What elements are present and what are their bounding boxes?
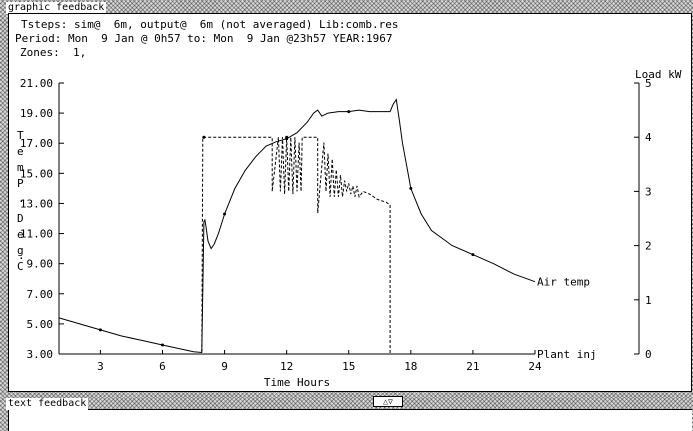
x-tick-label: 21	[466, 360, 479, 373]
right-y-tick-label: 3	[645, 185, 652, 198]
right-y-tick-label: 4	[645, 131, 652, 144]
x-tick-label: 3	[97, 360, 104, 373]
air-temp-marker	[471, 253, 475, 257]
left-y-axis-label-char: T	[17, 129, 24, 142]
left-y-tick-label: 21.00	[20, 77, 53, 90]
plant-inj-marker	[202, 135, 206, 139]
x-tick-label: 24	[528, 360, 542, 373]
right-y-tick-label: 0	[645, 348, 652, 361]
right-y-tick-label: 1	[645, 294, 652, 307]
left-y-tick-label: 7.00	[27, 288, 54, 301]
left-y-axis-label-char: D	[17, 212, 24, 225]
left-y-tick-label: 11.00	[20, 228, 53, 241]
graphic-area: Tsteps: sim@ 6m, output@ 6m (not average…	[8, 13, 692, 392]
text-feedback-area	[8, 409, 692, 431]
plant-inj-legend-label: Plant inj	[537, 348, 597, 361]
left-y-axis-label-char: P	[17, 177, 24, 190]
left-y-axis-label-char: C	[17, 260, 24, 273]
left-y-axis-label-char: e	[17, 145, 24, 158]
period-line: Period: Mon 9 Jan @ 0h57 to: Mon 9 Jan @…	[15, 32, 393, 45]
plant-inj-marker	[285, 135, 289, 139]
left-y-tick-label: 5.00	[27, 318, 54, 331]
air-temp-marker	[409, 186, 413, 190]
air-temp-legend-label: Air temp	[537, 276, 590, 289]
right-y-tick-label: 2	[645, 240, 652, 253]
right-y-tick-label: 5	[645, 77, 652, 90]
x-axis-label: Time Hours	[264, 376, 330, 389]
text-feedback-title: text feedback	[6, 398, 89, 410]
left-y-tick-label: 9.00	[27, 258, 54, 271]
left-y-tick-label: 19.00	[20, 107, 53, 120]
left-y-axis-label-char: g	[17, 244, 24, 257]
x-tick-label: 15	[342, 360, 355, 373]
results-chart: 3.005.007.009.0011.0013.0015.0017.0019.0…	[17, 68, 682, 389]
right-y-axis-label: Load kW	[635, 68, 682, 81]
left-y-axis-label-dot: .	[18, 192, 25, 205]
left-y-tick-label: 17.00	[20, 137, 53, 150]
panel-resize-toggle-button[interactable]: △▽	[373, 396, 403, 407]
graphic-feedback-title: graphic feedback	[6, 2, 107, 14]
x-tick-label: 18	[404, 360, 417, 373]
x-tick-label: 9	[221, 360, 228, 373]
left-y-tick-label: 15.00	[20, 167, 53, 180]
left-y-axis-label-char: e	[17, 228, 24, 241]
left-y-axis-label-dot: .	[18, 249, 25, 262]
left-y-tick-label: 13.00	[20, 197, 53, 210]
zones-line: Zones: 1,	[20, 46, 87, 59]
left-y-axis-label-char: m	[17, 161, 24, 174]
air-temp-marker	[347, 110, 351, 114]
plant-inj-series-line	[59, 136, 535, 355]
x-tick-label: 6	[159, 360, 166, 373]
left-y-tick-label: 3.00	[27, 348, 54, 361]
timesteps-line: Tsteps: sim@ 6m, output@ 6m (not average…	[21, 18, 399, 31]
air-temp-marker	[98, 328, 102, 332]
air-temp-marker	[160, 343, 164, 347]
x-tick-label: 12	[280, 360, 293, 373]
air-temp-series-line	[58, 98, 536, 354]
air-temp-marker	[223, 212, 227, 216]
